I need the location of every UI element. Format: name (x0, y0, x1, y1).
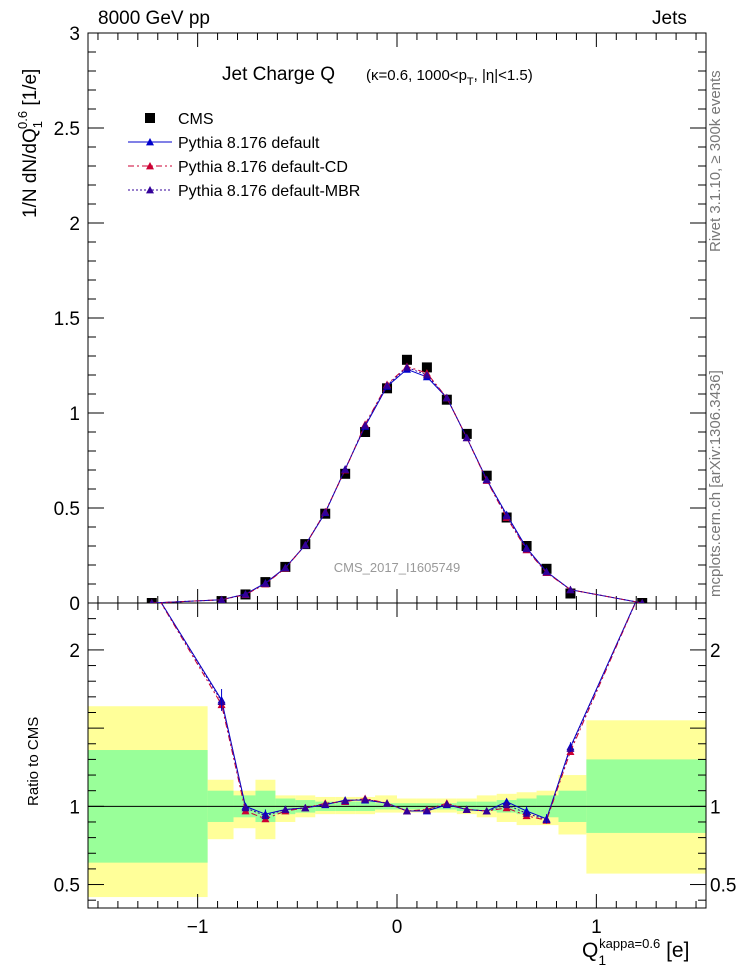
main-y-tick-label: 1 (69, 404, 80, 425)
main-marker-3 (217, 595, 226, 603)
cms-point (421, 362, 432, 373)
cms-point (340, 468, 351, 479)
ratio-marker-2 (148, 583, 156, 590)
ratio-marker-3 (341, 796, 350, 805)
ratio-marker-3 (361, 795, 370, 803)
ratio-y-tick-label: 1 (69, 797, 80, 818)
main-marker-3 (341, 465, 350, 473)
legend-label-2: Pythia 8.176 default-CD (178, 159, 348, 176)
main-marker-3 (522, 544, 531, 553)
header-left: 8000 GeV pp (98, 8, 210, 29)
ratio-line-3 (160, 603, 636, 821)
ratio-y-label: Ratio to CMS (25, 717, 42, 806)
ratio-bands (88, 706, 706, 898)
main-marker-3 (321, 508, 330, 516)
cms-point (360, 427, 371, 437)
ratio-marker-3 (321, 799, 330, 808)
main-y-tick-label: 0 (69, 594, 80, 615)
main-y-tick-label: 0.5 (54, 499, 80, 520)
ratio-marker-3 (442, 799, 451, 808)
main-marker-3 (402, 363, 411, 371)
main-y-tick-label: 2 (69, 214, 80, 235)
main-y-ticks (88, 32, 706, 604)
watermark: CMS_2017_I1605749 (334, 560, 461, 575)
ratio-marker-3 (638, 583, 646, 590)
main-marker-3 (383, 381, 392, 389)
main-marker-3 (482, 475, 491, 484)
ratio-marker-3 (241, 803, 250, 812)
main-marker-3 (422, 371, 431, 379)
main-y-tick-label: 1.5 (54, 309, 80, 330)
cms-point (401, 354, 412, 365)
ratio-band-green (586, 759, 706, 833)
chart-title: Jet Charge Q (222, 64, 335, 85)
x-tick-label: 0 (392, 917, 403, 938)
ratio-marker-3 (281, 805, 290, 813)
legend-marker-2 (146, 162, 154, 170)
ratio-marker-3 (383, 799, 392, 807)
main-series (146, 354, 648, 603)
ratio-marker-3 (402, 807, 411, 815)
ratio-marker-2 (638, 583, 646, 590)
main-line-3 (151, 366, 643, 603)
ratio-y-tick-label-right: 0.5 (710, 876, 736, 897)
main-marker-3 (361, 421, 370, 429)
main-marker-3 (149, 599, 154, 603)
ratio-series (148, 583, 646, 824)
legend-label-1: Pythia 8.176 default (178, 135, 320, 152)
main-marker-3 (462, 433, 471, 442)
main-marker-3 (261, 579, 270, 587)
main-y-label: 1/N dN/dQ10.6 [1/e] (15, 69, 45, 218)
ratio-y-tick-label: 2 (69, 641, 80, 662)
main-marker-3 (301, 541, 310, 549)
ratio-marker-1 (638, 583, 646, 590)
ratio-marker-3 (422, 806, 431, 814)
main-marker-3 (442, 393, 451, 402)
ratio-marker-3 (462, 805, 471, 813)
ratio-y-tick-label-right: 2 (710, 641, 721, 662)
main-marker-3 (281, 563, 290, 572)
main-y-tick-label: 3 (69, 24, 80, 45)
legend-marker-1 (146, 138, 154, 146)
chart-subtitle: (κ=0.6, 1000<pT, |η|<1.5) (366, 67, 533, 88)
ratio-line-2 (160, 603, 636, 822)
ratio-marker-3 (482, 807, 491, 815)
ratio-marker-3 (148, 583, 156, 590)
legend-marker-cms (145, 113, 155, 123)
ratio-y-tick-label: 0.5 (54, 876, 80, 897)
ratio-y-tick-label-right: 1 (710, 797, 721, 818)
main-marker-3 (640, 599, 645, 603)
header-right: Jets (652, 8, 687, 29)
x-tick-label: 1 (591, 917, 602, 938)
cms-point (565, 588, 576, 599)
ratio-y-ticks (88, 602, 706, 901)
main-y-tick-label: 2.5 (54, 119, 80, 140)
main-marker-3 (502, 511, 511, 520)
legend-label-0: CMS (178, 111, 214, 128)
legend-label-3: Pythia 8.176 default-MBR (178, 183, 360, 200)
legend-marker-3 (146, 186, 154, 194)
x-axis-label: Q1kappa=0.6 [e] (582, 936, 689, 968)
main-marker-3 (542, 568, 551, 576)
main-marker-3 (241, 590, 250, 598)
ratio-marker-1 (148, 583, 156, 590)
main-marker-3 (566, 585, 575, 594)
ratio-marker-3 (301, 803, 310, 812)
x-tick-label: −1 (187, 917, 209, 938)
x-ticks (97, 33, 697, 908)
ratio-marker-3 (502, 800, 511, 809)
